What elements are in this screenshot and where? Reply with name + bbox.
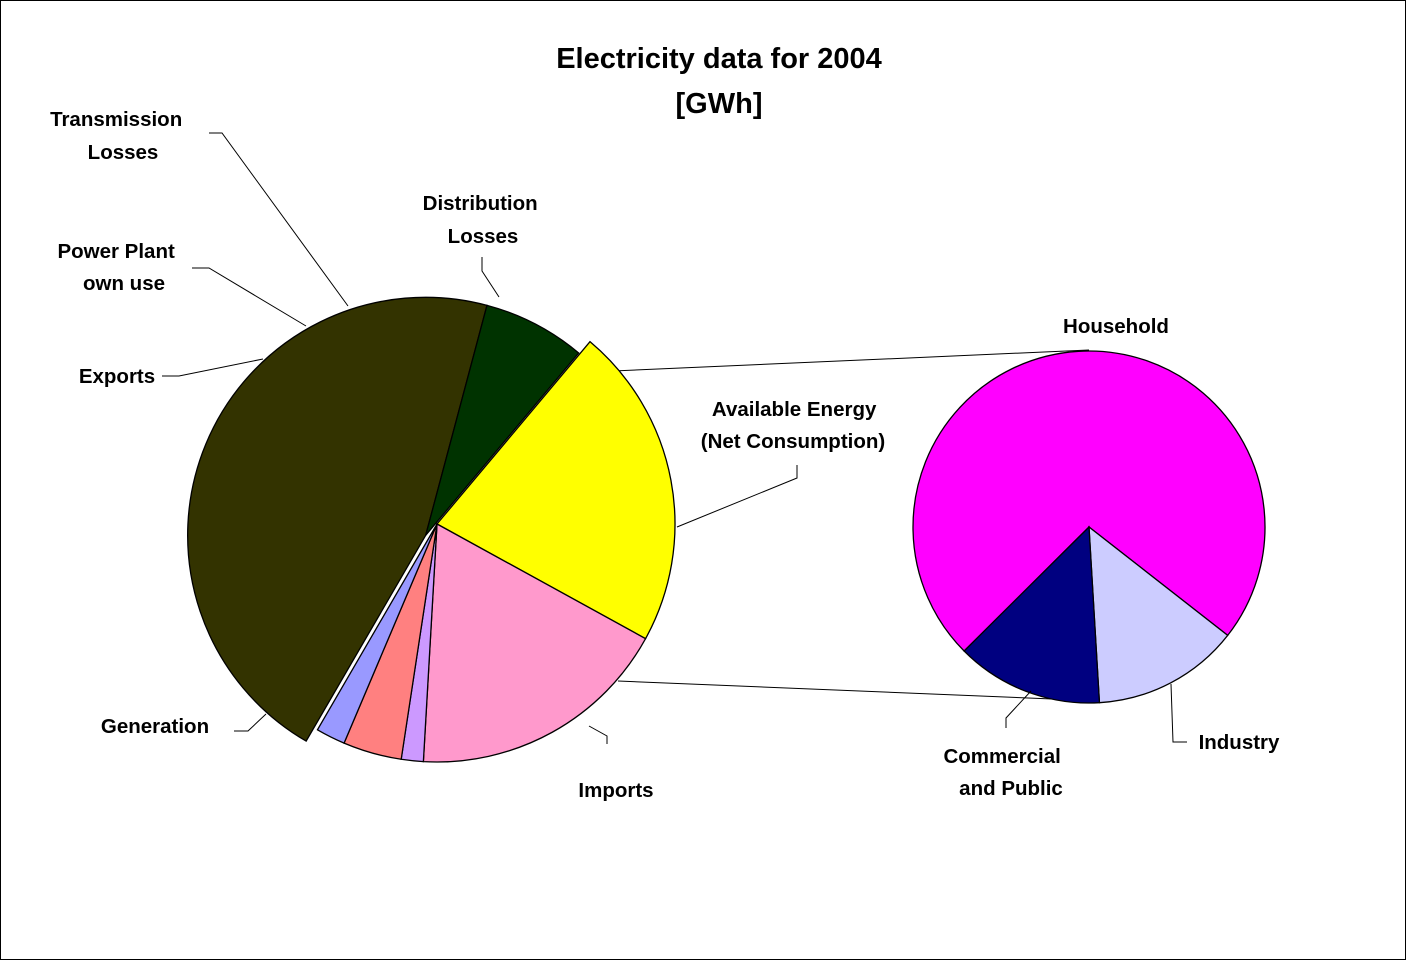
slice-household [912, 350, 1266, 652]
leader-lines [162, 132, 1187, 744]
connector-top [612, 349, 1090, 372]
leader-exports [162, 358, 264, 377]
leader-available-energy [676, 465, 798, 528]
chart-subtitle: [GWh] [676, 88, 763, 120]
main-pie [187, 296, 676, 763]
leader-power-plant-own-use [192, 267, 307, 327]
label-generation: Generation [101, 715, 209, 738]
label-household: Household [1063, 315, 1169, 338]
slice-industry [1088, 525, 1229, 704]
leader-imports [588, 725, 608, 744]
label-transmission-losses: Transmission Losses [50, 108, 188, 164]
slice-imports [425, 304, 580, 536]
slice-commercial-and-public [963, 525, 1101, 704]
leader-transmission-losses [209, 132, 349, 307]
label-imports: Imports [578, 779, 653, 802]
label-exports: Exports [79, 365, 155, 388]
slice-generation [187, 296, 488, 743]
connector-bottom [617, 680, 1102, 702]
slice-available-energy-net-consumption [435, 340, 676, 640]
connector-lines [612, 349, 1102, 702]
leader-commercial-and-public [1005, 690, 1032, 728]
label-power-plant-own-use: Power Plant own use [57, 240, 180, 295]
label-distribution-losses: Distribution Losses [423, 192, 544, 248]
leader-industry [1170, 683, 1187, 743]
label-available-energy: Available Energy (Net Consumption) [701, 398, 885, 453]
label-commercial-and-public: Commercial and Public [943, 745, 1066, 800]
slice-distribution-losses [422, 522, 647, 763]
label-industry: Industry [1199, 731, 1280, 754]
leader-generation [234, 713, 267, 732]
leader-distribution-losses [481, 257, 500, 298]
slice-exports [316, 523, 438, 744]
secondary-pie [912, 350, 1266, 704]
chart-title: Electricity data for 2004 [556, 43, 882, 75]
